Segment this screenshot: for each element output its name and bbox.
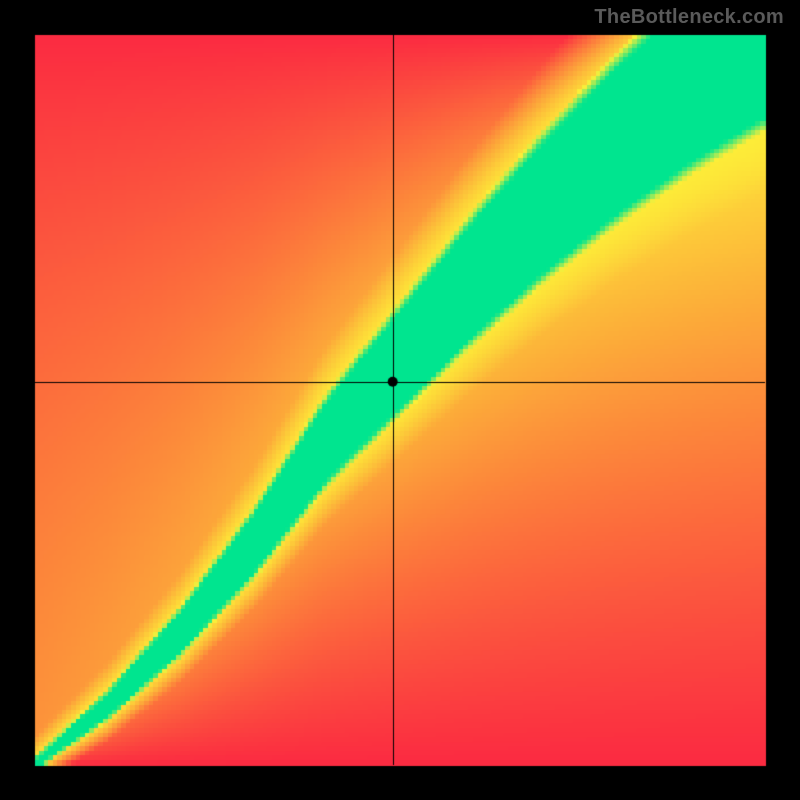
watermark-text: TheBottleneck.com: [594, 6, 784, 29]
heatmap-canvas: [0, 0, 800, 800]
chart-container: TheBottleneck.com: [0, 0, 800, 800]
